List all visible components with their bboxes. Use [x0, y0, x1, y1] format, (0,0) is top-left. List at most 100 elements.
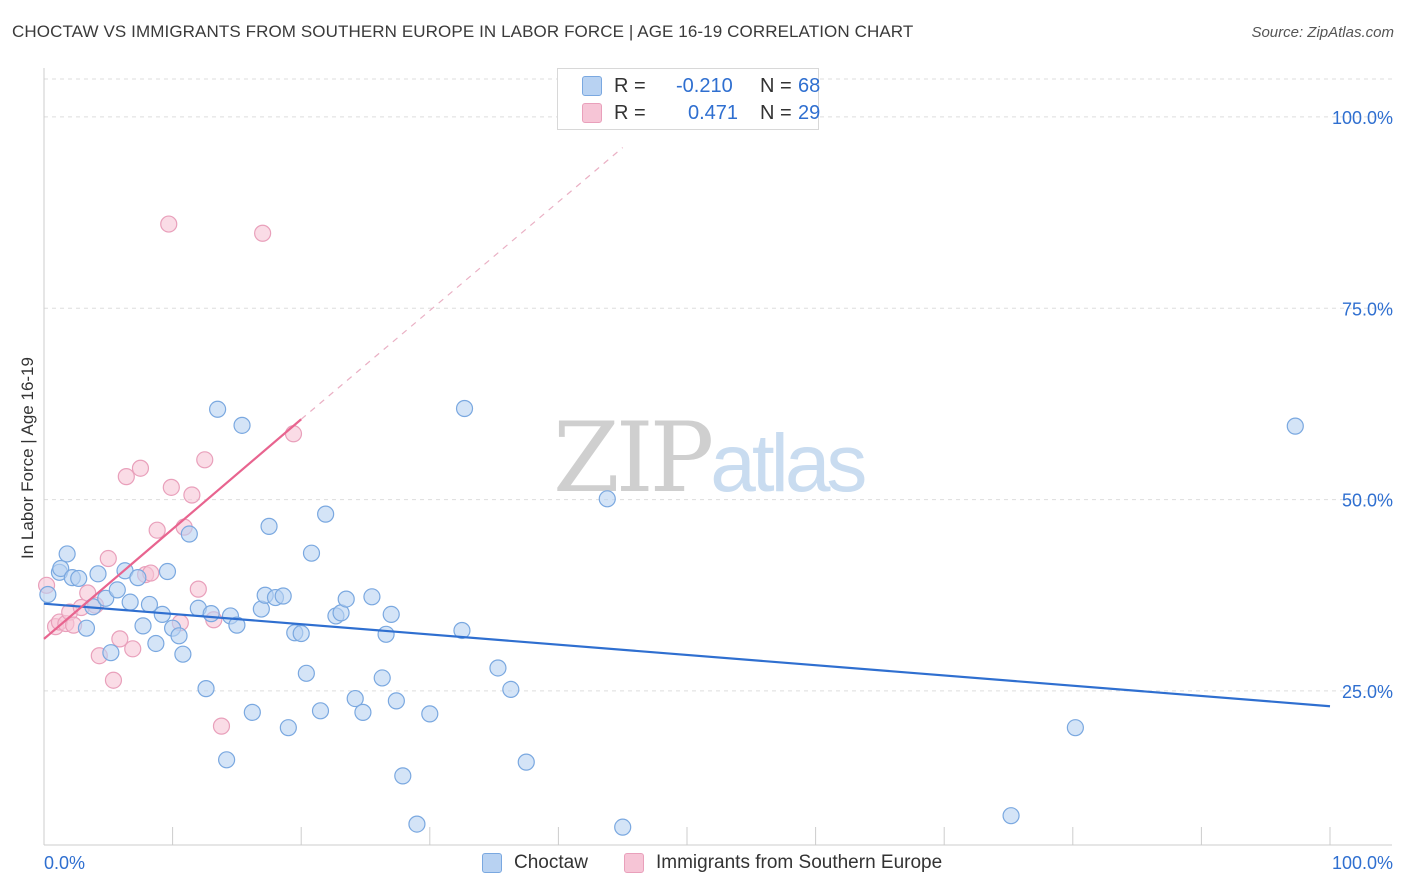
point-choctaw: [1286, 417, 1304, 435]
source-label: Source: ZipAtlas.com: [1251, 24, 1394, 41]
point-choctaw: [170, 627, 188, 645]
point-choctaw: [489, 659, 507, 677]
legend-n-value-2: 29: [798, 101, 821, 124]
legend-r-label-1: R =: [614, 74, 646, 97]
point-choctaw: [377, 625, 395, 643]
point-choctaw: [197, 680, 215, 698]
point-southern-europe: [117, 468, 135, 486]
x-tick-label-max: 100.0%: [1332, 853, 1393, 873]
watermark: ZIPatlas: [553, 402, 867, 514]
point-southern-europe: [148, 521, 166, 539]
point-southern-europe: [254, 224, 272, 242]
point-choctaw: [346, 689, 364, 708]
point-choctaw: [311, 702, 330, 720]
point-choctaw: [102, 644, 120, 662]
point-choctaw: [387, 692, 405, 710]
point-choctaw: [158, 562, 177, 581]
legend-label-southern-europe: Immigrants from Southern Europe: [656, 852, 943, 873]
point-choctaw: [598, 490, 616, 508]
legend-n-label-1: N =: [760, 74, 792, 97]
point-choctaw: [58, 545, 76, 563]
watermark-atlas: atlas: [710, 418, 867, 509]
point-choctaw: [209, 400, 227, 418]
point-southern-europe: [104, 671, 123, 689]
point-choctaw: [408, 815, 426, 833]
point-choctaw: [89, 565, 107, 583]
point-choctaw: [517, 753, 535, 771]
trendline-choctaw: [43, 602, 1331, 708]
trendline-southern-europe: [43, 418, 302, 640]
point-choctaw: [108, 581, 126, 599]
point-southern-europe: [131, 459, 150, 477]
y-tick-label: 75.0%: [1342, 299, 1393, 319]
legend-n-value-1: 68: [798, 74, 821, 97]
point-choctaw: [502, 680, 520, 698]
point-choctaw: [455, 399, 474, 418]
point-southern-europe: [124, 640, 142, 658]
point-southern-europe: [183, 486, 201, 504]
y-axis-title: In Labor Force | Age 16-19: [18, 357, 37, 559]
point-choctaw: [421, 705, 439, 723]
legend-item-choctaw: Choctaw: [482, 852, 588, 874]
point-choctaw: [394, 767, 412, 785]
point-southern-europe: [196, 451, 214, 469]
point-choctaw: [180, 525, 198, 543]
point-southern-europe: [162, 478, 180, 496]
point-choctaw: [147, 634, 165, 653]
point-choctaw: [97, 589, 115, 607]
y-tick-label: 25.0%: [1342, 682, 1393, 702]
legend-n-label-2: N =: [760, 101, 792, 124]
point-choctaw: [218, 751, 236, 769]
point-southern-europe: [284, 425, 303, 443]
watermark-zip: ZIP: [553, 402, 714, 514]
point-choctaw: [52, 559, 70, 578]
point-choctaw: [202, 605, 220, 623]
point-choctaw: [453, 621, 471, 640]
point-choctaw: [243, 703, 261, 721]
point-choctaw: [302, 544, 321, 562]
legend-r-value-2: 0.471: [688, 101, 739, 124]
legend-label-choctaw: Choctaw: [514, 852, 588, 873]
point-choctaw: [337, 590, 355, 608]
chart-title: CHOCTAW VS IMMIGRANTS FROM SOUTHERN EURO…: [12, 22, 914, 41]
point-choctaw: [228, 616, 246, 634]
legend-swatch-southern-europe: [582, 103, 602, 123]
point-choctaw: [317, 505, 335, 523]
point-choctaw: [70, 569, 88, 588]
point-choctaw: [614, 818, 632, 836]
point-choctaw: [233, 416, 251, 434]
legend-item-southern-europe: Immigrants from Southern Europe: [624, 852, 942, 874]
point-choctaw: [174, 645, 192, 663]
point-choctaw: [1066, 719, 1084, 737]
point-southern-europe: [189, 580, 207, 598]
point-choctaw: [274, 587, 292, 605]
correlation-legend: R = -0.210 N = 68 R = 0.471 N = 29: [557, 68, 821, 130]
legend-bottom-swatch-southern-europe: [624, 853, 644, 873]
legend-swatch-choctaw: [582, 76, 602, 96]
point-choctaw: [260, 517, 278, 535]
point-choctaw: [354, 703, 372, 721]
trendline-southern-europe-dashed: [300, 147, 624, 420]
point-choctaw: [134, 617, 152, 635]
point-choctaw: [39, 585, 57, 604]
point-choctaw: [297, 664, 315, 682]
legend-r-value-1: -0.210: [676, 74, 733, 97]
point-choctaw: [382, 605, 400, 623]
point-choctaw: [279, 719, 297, 737]
legend-bottom-swatch-choctaw: [482, 853, 502, 873]
point-southern-europe: [160, 215, 178, 233]
point-choctaw: [373, 669, 391, 687]
y-tick-label: 50.0%: [1342, 491, 1393, 511]
point-southern-europe: [99, 549, 117, 568]
point-choctaw: [363, 588, 381, 606]
legend-r-label-2: R =: [614, 101, 646, 124]
point-southern-europe: [212, 717, 231, 735]
y-tick-label: 100.0%: [1332, 108, 1393, 128]
point-choctaw: [121, 593, 139, 611]
point-choctaw: [1002, 807, 1020, 825]
point-southern-europe: [111, 630, 129, 648]
point-choctaw: [77, 619, 96, 637]
point-choctaw: [129, 569, 147, 587]
x-tick-label-min: 0.0%: [44, 853, 85, 873]
